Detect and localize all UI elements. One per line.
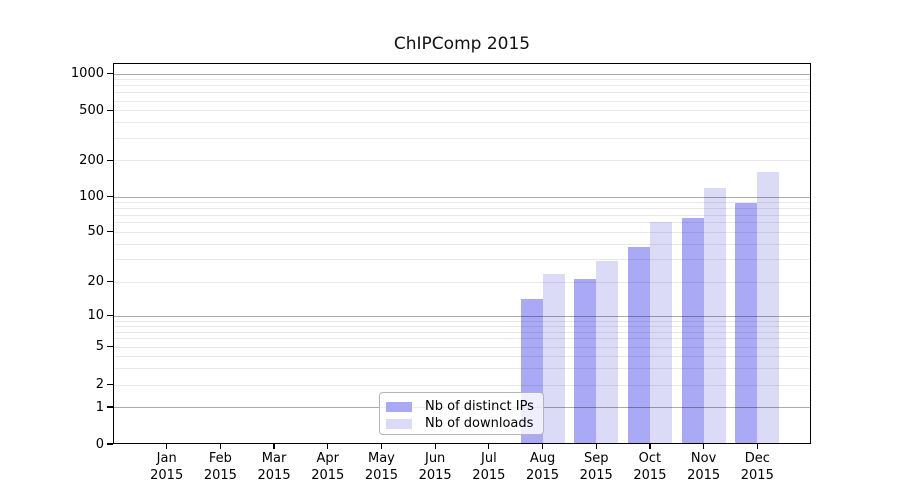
y-gridline-minor [113, 207, 811, 209]
y-gridline-minor [113, 281, 811, 283]
y-axis-tick-mark [107, 196, 113, 198]
x-axis-tick-mark [703, 444, 705, 449]
x-axis-tick-mark [327, 444, 329, 449]
y-gridline-minor [113, 346, 811, 348]
bar-distinct-ips [627, 246, 650, 444]
x-axis-tick-label: Jul 2015 [472, 451, 506, 483]
y-axis-tick-label: 200 [79, 152, 104, 168]
y-gridline-minor [113, 122, 811, 124]
x-axis-tick-label: Dec 2015 [740, 451, 774, 483]
legend-label-distinct-ips: Nb of distinct IPs [425, 398, 534, 414]
x-axis-tick-mark [649, 444, 651, 449]
y-gridline-minor [113, 85, 811, 87]
y-gridline-minor [113, 320, 811, 322]
plot-area [113, 63, 811, 444]
y-gridline-minor [113, 355, 811, 357]
x-axis-tick-mark [541, 444, 544, 449]
x-axis-tick-label: Apr 2015 [311, 451, 345, 483]
y-gridline-major [113, 73, 811, 75]
bar-distinct-ips [735, 203, 758, 444]
x-axis-tick-mark [488, 444, 490, 449]
y-gridline-minor [113, 110, 811, 112]
y-gridline-minor [113, 79, 811, 81]
x-axis-tick-mark [273, 444, 275, 449]
bar-downloads [649, 222, 672, 444]
legend-swatch-downloads [386, 418, 412, 429]
y-axis-tick-label: 5 [95, 339, 104, 355]
legend-row-distinct-ips: Nb of distinct IPs [386, 398, 537, 415]
y-axis-tick-label: 50 [87, 224, 104, 240]
x-axis-tick-label: Jun 2015 [418, 451, 452, 483]
y-axis-tick-mark [107, 345, 113, 348]
y-gridline-minor [113, 259, 811, 261]
y-gridline-minor [113, 367, 811, 369]
y-gridline-major [113, 196, 811, 198]
y-axis-tick-mark [107, 159, 113, 161]
x-axis-tick-mark [219, 444, 221, 449]
y-axis-tick-label: 0 [95, 436, 104, 452]
legend-row-downloads: Nb of downloads [386, 415, 537, 432]
y-axis-tick-mark [107, 406, 113, 408]
x-axis-tick-label: Feb 2015 [203, 451, 237, 483]
x-axis-tick-mark [380, 444, 383, 449]
y-gridline-minor [113, 202, 811, 204]
y-axis-tick-mark [107, 281, 113, 283]
y-axis-tick-mark [107, 443, 113, 445]
y-axis-tick-label: 1 [95, 399, 104, 415]
y-gridline-major [113, 315, 811, 317]
y-axis-tick-mark [107, 230, 113, 233]
bar-downloads [542, 274, 565, 444]
y-gridline-minor [113, 214, 811, 216]
y-axis-tick-mark [107, 315, 113, 317]
y-axis-tick-label: 20 [87, 274, 104, 290]
y-gridline-minor [113, 231, 811, 233]
bar-downloads [757, 171, 780, 444]
x-axis-tick-mark [756, 444, 758, 449]
y-gridline-minor [113, 222, 811, 224]
legend-swatch-distinct-ips [386, 401, 412, 412]
bar-downloads [703, 188, 726, 444]
y-gridline-minor [113, 138, 811, 140]
y-gridline-minor [113, 331, 811, 333]
y-axis-tick-label: 1000 [70, 66, 104, 82]
x-axis-tick-label: Oct 2015 [633, 451, 667, 483]
y-gridline-minor [113, 100, 811, 102]
chart-title: ChIPComp 2015 [393, 34, 531, 54]
y-axis-tick-mark [107, 384, 113, 386]
y-axis-tick-label: 10 [87, 308, 104, 324]
x-axis-tick-label: Nov 2015 [687, 451, 721, 483]
x-axis-tick-label: Mar 2015 [257, 451, 291, 483]
legend-label-downloads: Nb of downloads [425, 415, 534, 431]
x-axis-tick-mark [166, 444, 168, 449]
bar-distinct-ips [574, 279, 597, 444]
x-axis-tick-label: May 2015 [364, 451, 398, 483]
x-axis-tick-mark [434, 444, 436, 449]
y-gridline-minor [113, 160, 811, 162]
y-axis-tick-label: 100 [79, 189, 104, 205]
x-axis-tick-mark [595, 444, 597, 449]
y-axis-tick-label: 2 [95, 377, 104, 393]
y-gridline-minor [113, 243, 811, 245]
y-gridline-minor [113, 384, 811, 386]
x-axis-tick-label: Sep 2015 [579, 451, 613, 483]
bar-downloads [596, 261, 619, 444]
y-axis-tick-mark [107, 72, 113, 75]
y-gridline-minor [113, 92, 811, 94]
y-axis-tick-label: 500 [79, 102, 104, 118]
legend: Nb of distinct IPs Nb of downloads [379, 392, 544, 435]
x-axis-tick-label: Jan 2015 [150, 451, 184, 483]
x-axis-tick-label: Aug 2015 [525, 451, 560, 483]
y-axis-tick-mark [107, 109, 113, 111]
y-gridline-minor [113, 338, 811, 340]
bar-distinct-ips [681, 218, 704, 444]
y-gridline-minor [113, 325, 811, 327]
